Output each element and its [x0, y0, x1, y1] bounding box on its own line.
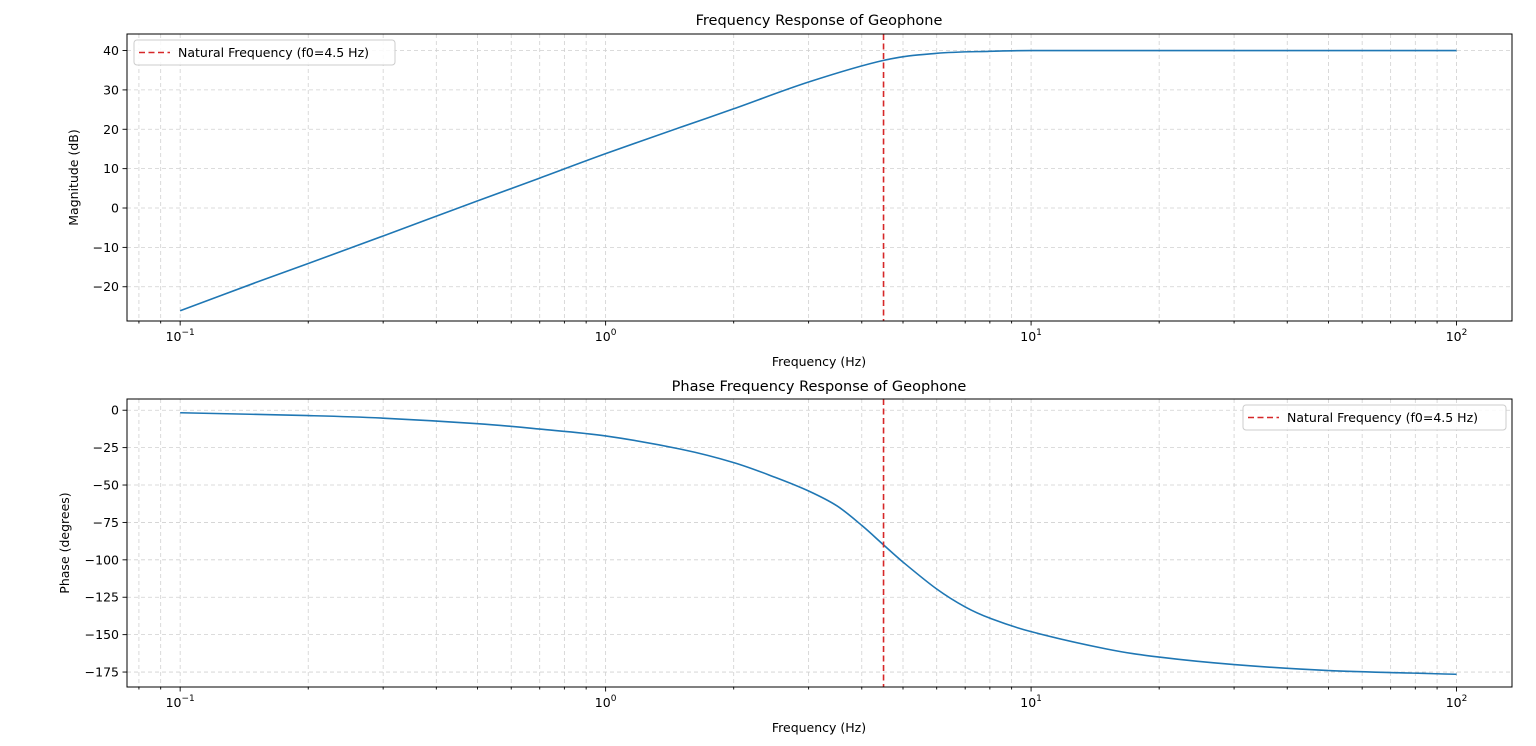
phase-x-tick-label: 100 — [595, 694, 617, 710]
magnitude-grid — [127, 34, 1512, 321]
phase-ticks: 10−1 100 101 102 0 −25 −50 −75 −100 −125 −150 −175 — [85, 403, 1468, 710]
phase-x-tick-label: 10−1 — [166, 694, 195, 710]
phase-axes-frame — [126, 398, 1513, 688]
magnitude-y-tick-label: 40 — [103, 43, 119, 58]
phase-series-line — [180, 411, 1457, 676]
magnitude-y-tick-label: −10 — [93, 240, 119, 255]
magnitude-plot: Frequency Response of Geophone 10−1 100 10… — [66, 13, 1513, 369]
phase-x-axis-label: Frequency (Hz) — [772, 720, 866, 735]
phase-x-tick-label: 101 — [1020, 694, 1042, 710]
phase-legend-box — [1242, 404, 1507, 431]
magnitude-legend-box — [133, 39, 396, 66]
phase-x-tick-label: 102 — [1446, 694, 1468, 710]
magnitude-y-tick-label: −20 — [93, 279, 119, 294]
magnitude-plot-title: Frequency Response of Geophone — [696, 13, 943, 29]
phase-y-axis-label: Phase (degrees) — [57, 492, 72, 593]
magnitude-y-axis-label: Magnitude (dB) — [66, 129, 81, 225]
magnitude-y-tick-label: 0 — [111, 201, 119, 216]
phase-legend[interactable]: Natural Frequency (f0=4.5 Hz) — [1242, 404, 1507, 431]
magnitude-x-axis-label: Frequency (Hz) — [772, 354, 866, 369]
phase-y-tick-label: −175 — [85, 665, 119, 680]
phase-y-tick-label: −50 — [93, 478, 119, 493]
phase-series-group — [180, 399, 1457, 687]
phase-plot-title: Phase Frequency Response of Geophone — [672, 379, 967, 395]
phase-legend-label: Natural Frequency (f0=4.5 Hz) — [1287, 410, 1478, 425]
phase-grid — [127, 399, 1512, 687]
magnitude-x-tick-label: 102 — [1446, 328, 1468, 344]
magnitude-x-tick-label: 100 — [595, 328, 617, 344]
magnitude-x-tick-label: 101 — [1020, 328, 1042, 344]
magnitude-series-line — [179, 49, 1457, 312]
phase-y-tick-label: −100 — [85, 552, 119, 567]
phase-y-tick-label: −25 — [93, 440, 119, 455]
magnitude-y-tick-label: 10 — [103, 161, 119, 176]
phase-y-tick-label: −75 — [93, 515, 119, 530]
magnitude-legend[interactable]: Natural Frequency (f0=4.5 Hz) — [133, 39, 396, 66]
magnitude-y-tick-label: 20 — [103, 122, 119, 137]
phase-y-tick-label: 0 — [111, 403, 119, 418]
magnitude-x-tick-label: 10−1 — [166, 328, 195, 344]
phase-y-tick-label: −125 — [85, 590, 119, 605]
phase-plot: Phase Frequency Response of Geophone 10−… — [57, 379, 1513, 735]
magnitude-axes-frame — [126, 33, 1513, 322]
phase-y-tick-label: −150 — [85, 627, 119, 642]
magnitude-legend-label: Natural Frequency (f0=4.5 Hz) — [178, 45, 369, 60]
magnitude-series-group — [179, 34, 1457, 321]
magnitude-y-tick-label: 30 — [103, 82, 119, 97]
